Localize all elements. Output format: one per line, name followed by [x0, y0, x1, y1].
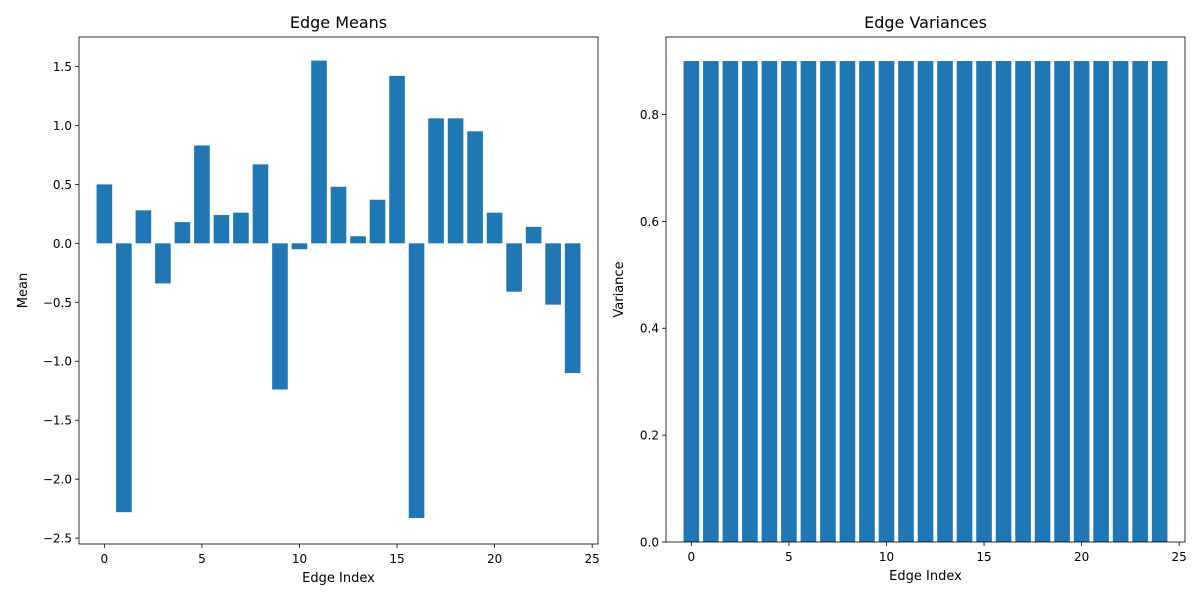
edge-variances-ylabel: Variance: [612, 261, 627, 317]
edge-means-plot-frame: [78, 36, 599, 545]
edge-variances-plot-frame: [665, 36, 1186, 543]
edge-variances-bar-22: [1112, 61, 1129, 543]
edge-means-bar-13: [350, 236, 366, 244]
edge-variances-bars: [683, 61, 1168, 543]
edge-variances-bar-17: [1015, 61, 1031, 543]
edge-means-ytick-label-4: −0.5: [43, 296, 72, 310]
edge-variances-ytick-label-0: 0.0: [640, 536, 659, 550]
edge-variances-bar-12: [917, 61, 934, 543]
edge-variances-bar-3: [742, 61, 758, 543]
edge-means-bar-21: [506, 243, 522, 292]
edge-means-bar-22: [525, 226, 542, 244]
edge-variances-bar-18: [1034, 61, 1051, 543]
edge-means-bar-24: [564, 243, 581, 374]
edge-variances-xlabel: Edge Index: [889, 569, 962, 584]
edge-variances-ytick-label-1: 0.2: [640, 429, 659, 443]
edge-means-bar-16: [408, 243, 425, 519]
edge-means-bar-4: [174, 222, 191, 244]
edge-means-bar-6: [213, 215, 230, 244]
edge-variances-xtick-label-10: 10: [879, 550, 894, 564]
edge-variances-bar-2: [722, 61, 739, 543]
edge-means-ytick-label-2: −1.5: [43, 414, 72, 428]
edge-variances-ytick-label-3: 0.6: [640, 215, 659, 229]
edge-variances-bar-20: [1073, 61, 1090, 543]
edge-means-bar-20: [486, 212, 503, 244]
edge-means-bar-7: [233, 212, 249, 244]
edge-means-bar-14: [369, 199, 386, 244]
edge-variances-title: Edge Variances: [864, 13, 987, 32]
edge-variances-bar-7: [820, 61, 836, 543]
edge-means-ylabel: Mean: [16, 273, 31, 308]
edge-means-bar-19: [467, 131, 483, 244]
edge-means-x-axis: 0 5 10 15 20 25: [101, 544, 600, 566]
edge-means-bar-15: [389, 75, 405, 244]
edge-means-bar-11: [311, 60, 327, 244]
edge-variances-bar-11: [898, 61, 914, 543]
edge-variances-bar-6: [800, 61, 817, 543]
edge-means-ytick-label-8: 1.5: [53, 60, 72, 74]
edge-means-bar-3: [155, 243, 171, 284]
edge-variances-bar-24: [1151, 61, 1168, 543]
edge-means-xtick-label-15: 15: [389, 552, 404, 566]
edge-variances-bar-9: [859, 61, 875, 543]
edge-means-bars: [96, 60, 581, 519]
edge-variances-x-axis: 0 5 10 15 20 25: [688, 542, 1187, 564]
edge-means-xtick-label-5: 5: [198, 552, 206, 566]
edge-variances-y-axis: 0.0 0.2 0.4 0.6 0.8: [640, 108, 666, 550]
edge-means-bar-23: [545, 243, 561, 305]
edge-variances-xtick-label-5: 5: [785, 550, 793, 564]
edge-means-ytick-label-3: −1.0: [43, 355, 72, 369]
edge-variances-xtick-label-0: 0: [688, 550, 696, 564]
edge-means-bar-12: [330, 186, 347, 244]
edge-variances-xtick-label-15: 15: [976, 550, 991, 564]
edge-variances-bar-0: [683, 61, 700, 543]
edge-variances-bar-10: [878, 61, 895, 543]
edge-variances-bar-13: [937, 61, 953, 543]
edge-variances-bar-5: [781, 61, 797, 543]
edge-variances-bar-8: [839, 61, 856, 543]
edge-means-ytick-label-7: 1.0: [53, 119, 72, 133]
edge-variances-chart: Edge Variances Edge Index Variance 0 5 10 1…: [612, 13, 1187, 584]
edge-means-bar-8: [252, 164, 269, 244]
edge-means-bar-1: [116, 243, 132, 513]
edge-variances-bar-4: [761, 61, 778, 543]
edge-means-bar-0: [96, 184, 113, 244]
edge-variances-bar-19: [1054, 61, 1070, 543]
edge-means-bar-10: [291, 243, 308, 250]
edge-means-xlabel: Edge Index: [302, 571, 375, 586]
edge-means-xtick-label-20: 20: [487, 552, 502, 566]
edge-means-y-axis: −2.5 −2.0 −1.5 −1.0 −0.5 0.0 0.5 1.0 1.5: [43, 60, 79, 546]
edge-variances-bar-21: [1093, 61, 1109, 543]
edge-variances-bar-16: [995, 61, 1012, 543]
edge-variances-bar-1: [703, 61, 719, 543]
edge-means-xtick-label-10: 10: [292, 552, 307, 566]
edge-means-title: Edge Means: [290, 13, 387, 32]
edge-means-bar-18: [447, 118, 464, 244]
edge-means-ytick-label-1: −2.0: [43, 473, 72, 487]
edge-means-ytick-label-6: 0.5: [53, 178, 72, 192]
edge-variances-bar-14: [956, 61, 973, 543]
edge-means-bar-17: [428, 118, 444, 244]
edge-means-bar-9: [272, 243, 288, 390]
edge-variances-xtick-label-20: 20: [1074, 550, 1089, 564]
edge-means-xtick-label-0: 0: [101, 552, 109, 566]
edge-variances-xtick-label-25: 25: [1172, 550, 1187, 564]
edge-means-chart: Edge Means Edge Index Mean 0 5 10 15 20 25 −2…: [16, 13, 600, 586]
edge-means-bar-2: [135, 210, 152, 244]
edge-means-xtick-label-25: 25: [585, 552, 600, 566]
edge-variances-ytick-label-2: 0.4: [640, 322, 659, 336]
edge-variances-bar-23: [1132, 61, 1148, 543]
edge-means-ytick-label-0: −2.5: [43, 532, 72, 546]
edge-means-bar-5: [194, 145, 210, 244]
edge-variances-bar-15: [976, 61, 992, 543]
edge-means-ytick-label-5: 0.0: [53, 237, 72, 251]
edge-variances-ytick-label-4: 0.8: [640, 108, 659, 122]
